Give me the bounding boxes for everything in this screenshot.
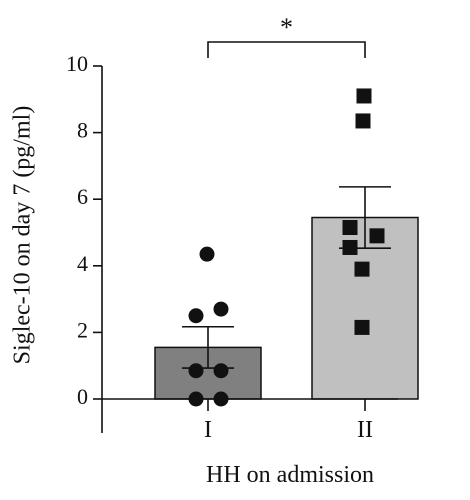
y-tick-label: 10 (66, 51, 88, 76)
y-axis-title-group: Siglec-10 on day 7 (pg/ml) (10, 106, 36, 365)
x-tick-label: II (357, 417, 373, 443)
data-point (188, 363, 204, 379)
data-point (213, 391, 229, 407)
y-axis-title: Siglec-10 on day 7 (pg/ml) (10, 106, 36, 365)
data-point (355, 113, 371, 129)
y-tick-label: 2 (77, 317, 88, 342)
data-point (199, 246, 215, 262)
y-tick-label: 0 (77, 384, 88, 409)
data-point (213, 363, 229, 379)
data-point (354, 261, 370, 277)
x-axis-title: HH on admission (206, 462, 374, 488)
data-point (369, 228, 385, 244)
data-point (354, 319, 370, 335)
data-point (188, 391, 204, 407)
y-tick-label: 8 (77, 118, 88, 143)
data-point (342, 239, 358, 255)
y-tick-label: 6 (77, 184, 88, 209)
y-tick-label: 4 (77, 251, 88, 276)
data-point (213, 301, 229, 317)
data-point (342, 220, 358, 236)
x-tick-label: I (204, 417, 212, 443)
significance-label: * (280, 13, 293, 42)
significance-bracket (207, 41, 366, 58)
data-point (356, 88, 372, 104)
data-point (188, 308, 204, 324)
